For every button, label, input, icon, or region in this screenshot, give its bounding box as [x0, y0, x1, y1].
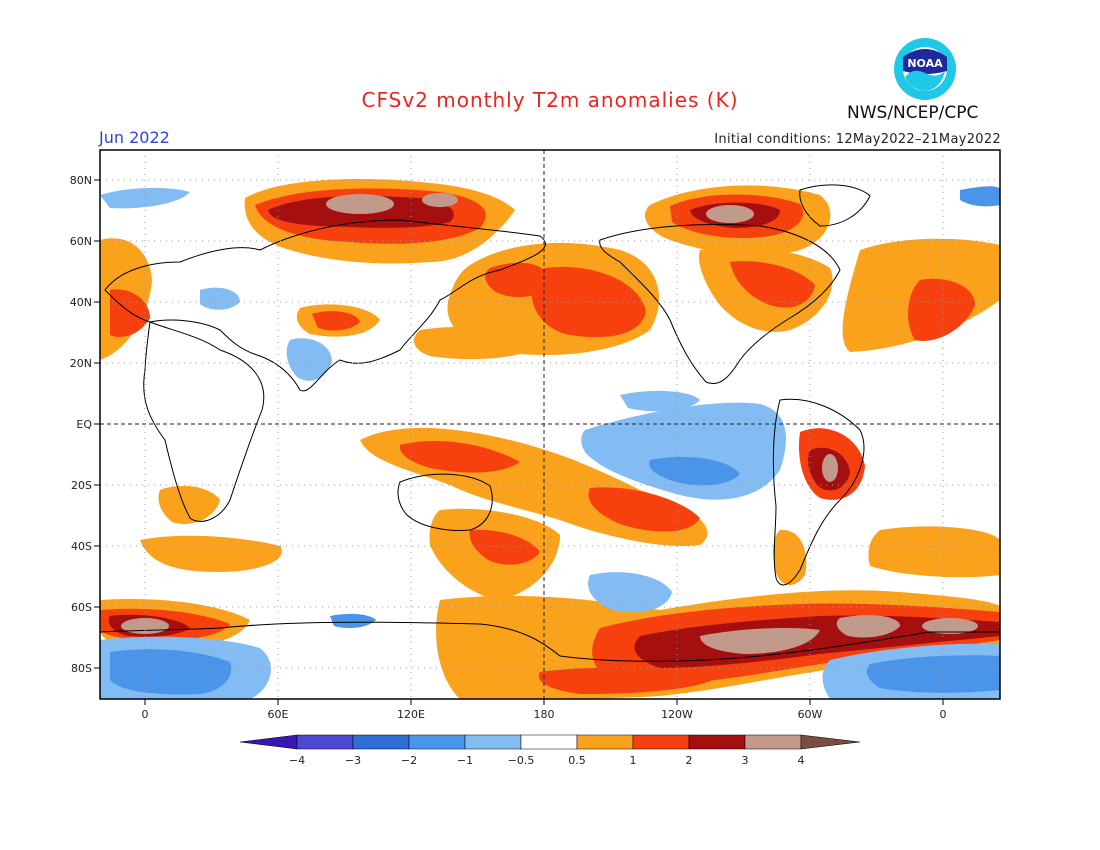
- noaa-logo-text: NOAA: [907, 57, 943, 70]
- colorbar-swatch: [576, 734, 634, 750]
- colorbar-swatch: [464, 734, 522, 750]
- colorbar-swatch: [296, 734, 354, 750]
- lon-label: 0: [940, 708, 947, 721]
- noaa-logo: NOAA: [894, 38, 956, 100]
- axis-ticks: [94, 179, 944, 705]
- coastlines: [100, 184, 1000, 662]
- lat-label: 60N: [70, 235, 92, 248]
- lon-label: 0: [142, 708, 149, 721]
- colorbar-label: 1: [630, 754, 637, 767]
- graticule: [100, 150, 1000, 699]
- colorbar-label: −1: [457, 754, 473, 767]
- colorbar-label: −0.5: [508, 754, 535, 767]
- longitude-labels: 0 60E 120E 180 120W 60W 0: [142, 708, 947, 721]
- lon-label: 60E: [268, 708, 289, 721]
- colorbar-label: 4: [798, 754, 805, 767]
- colorbar-swatch: [520, 734, 578, 750]
- colorbar-swatch: [408, 734, 466, 750]
- colorbar-label: 2: [686, 754, 693, 767]
- colorbar: −4 −3 −2 −1 −0.5 0.5 1 2 3 4: [239, 734, 861, 767]
- lat-label: 40N: [70, 296, 92, 309]
- colorbar-label: −3: [345, 754, 361, 767]
- agency-label: NWS/NCEP/CPC: [847, 103, 979, 123]
- colorbar-swatch: [800, 734, 861, 750]
- lon-label: 180: [534, 708, 555, 721]
- colorbar-swatch: [688, 734, 746, 750]
- forecast-month: Jun 2022: [99, 128, 170, 147]
- lon-label: 60W: [798, 708, 823, 721]
- lon-label: 120E: [397, 708, 425, 721]
- colorbar-swatch: [744, 734, 802, 750]
- anomaly-fields: [100, 150, 1000, 699]
- lat-label: 40S: [71, 540, 92, 553]
- colorbar-swatch: [632, 734, 690, 750]
- lat-label: 20S: [71, 479, 92, 492]
- colorbar-label: 0.5: [568, 754, 586, 767]
- lon-label: 120W: [661, 708, 693, 721]
- lat-label: EQ: [76, 418, 92, 431]
- lat-label: 20N: [70, 357, 92, 370]
- colorbar-label: −2: [401, 754, 417, 767]
- colorbar-label: −4: [289, 754, 305, 767]
- lat-label: 60S: [71, 601, 92, 614]
- colorbar-swatch: [239, 734, 298, 750]
- latitude-labels: 80N 60N 40N 20N EQ 20S 40S 60S 80S: [70, 174, 93, 675]
- map-title: CFSv2 monthly T2m anomalies (K): [361, 88, 739, 112]
- lat-label: 80S: [71, 662, 92, 675]
- initial-conditions-label: Initial conditions: 12May2022–21May2022: [714, 132, 1001, 147]
- colorbar-swatch: [352, 734, 410, 750]
- lat-label: 80N: [70, 174, 92, 187]
- colorbar-label: 3: [742, 754, 749, 767]
